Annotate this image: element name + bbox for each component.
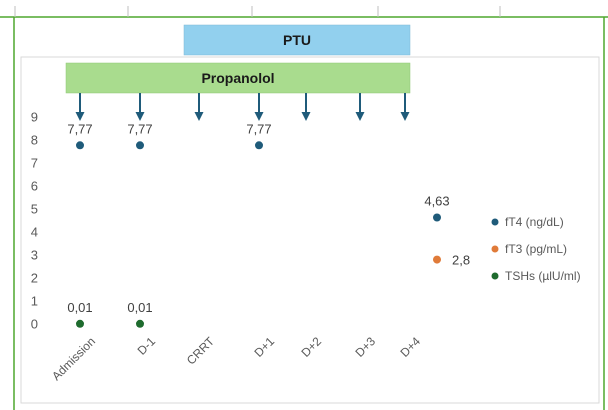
data-label: 0,01 (67, 300, 92, 315)
data-point (255, 141, 263, 149)
data-label: 0,01 (127, 300, 152, 315)
data-point (433, 256, 441, 264)
data-point (76, 141, 84, 149)
y-tick-label: 0 (31, 317, 38, 332)
y-tick-label: 5 (31, 202, 38, 217)
y-tick-label: 6 (31, 179, 38, 194)
y-tick-label: 9 (31, 110, 38, 125)
top-ruler-ticks (15, 6, 500, 17)
ptu-label: PTU (283, 32, 311, 48)
legend-marker (492, 219, 499, 226)
data-label: 7,77 (127, 121, 152, 136)
data-point (76, 320, 84, 328)
legend-entry: TSHs (µlU/ml) (492, 269, 581, 283)
data-point (136, 141, 144, 149)
y-tick-label: 8 (31, 133, 38, 148)
y-tick-label: 2 (31, 271, 38, 286)
legend-label: fT4 (ng/dL) (505, 215, 564, 229)
y-tick-label: 3 (31, 248, 38, 263)
legend-label: fT3 (pg/mL) (505, 242, 567, 256)
legend-marker (492, 246, 499, 253)
legend-marker (492, 273, 499, 280)
data-label: 7,77 (246, 121, 271, 136)
propranolol-label: Propanolol (201, 70, 274, 86)
y-tick-label: 4 (31, 225, 38, 240)
data-label: 7,77 (67, 121, 92, 136)
y-tick-label: 1 (31, 294, 38, 309)
data-label: 2,8 (452, 253, 470, 268)
data-point (433, 214, 441, 222)
data-point (136, 320, 144, 328)
legend-label: TSHs (µlU/ml) (505, 269, 581, 283)
data-label: 4,63 (424, 194, 449, 209)
y-tick-label: 7 (31, 156, 38, 171)
